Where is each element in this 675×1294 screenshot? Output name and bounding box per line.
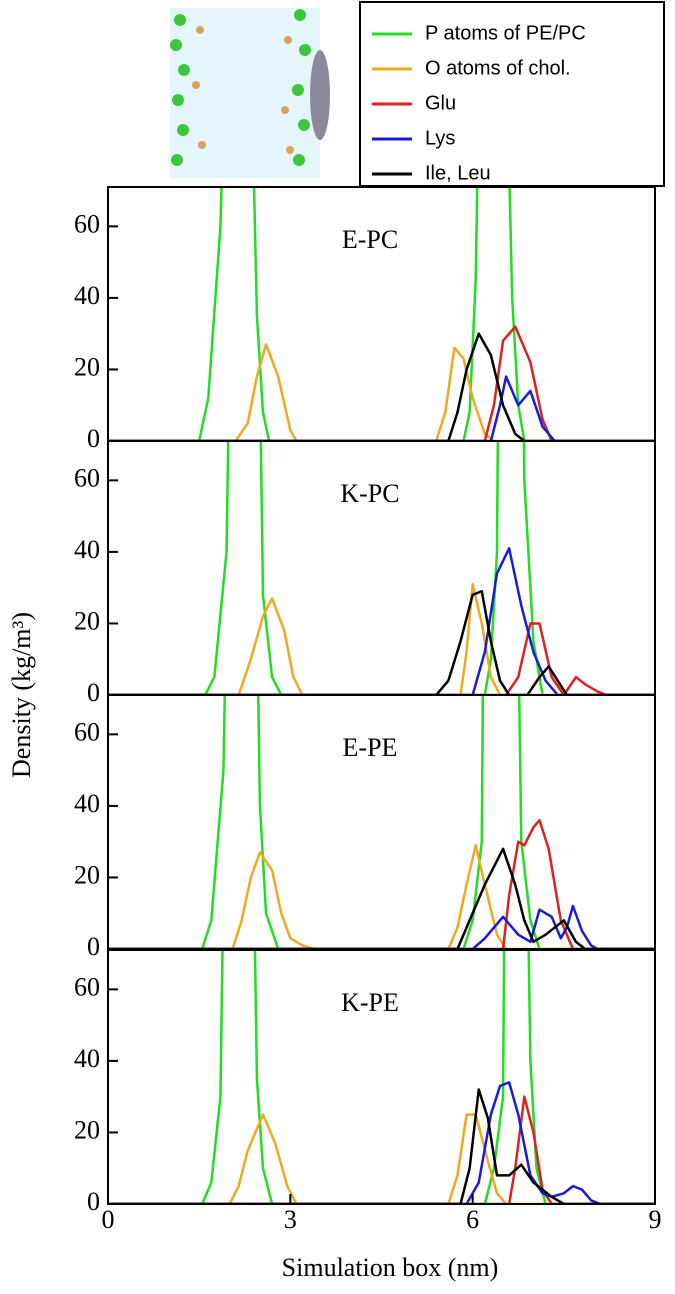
series-line xyxy=(108,1113,655,1204)
series-line xyxy=(108,1081,655,1204)
series-line xyxy=(108,904,655,949)
y-tick-label: 40 xyxy=(74,281,100,310)
x-tick-label: 3 xyxy=(284,1205,297,1234)
y-tick-label: 20 xyxy=(74,1115,100,1144)
plot-area xyxy=(108,695,655,949)
y-tick-label: 40 xyxy=(74,789,100,818)
series-line xyxy=(108,844,655,949)
panel-label: E-PE xyxy=(343,733,398,762)
x-axis-label: Simulation box (nm) xyxy=(282,1253,499,1282)
y-tick-label: 20 xyxy=(74,606,100,635)
panel-frame xyxy=(107,949,656,1205)
peptide xyxy=(310,50,330,140)
y-tick-label: 40 xyxy=(74,535,100,564)
plot-area xyxy=(108,187,655,441)
series-line xyxy=(108,818,655,949)
series-line xyxy=(108,847,655,949)
series-line xyxy=(108,547,655,695)
y-tick-label: 40 xyxy=(74,1044,100,1073)
panel-label: E-PC xyxy=(342,225,398,254)
legend-label: Ile, Leu xyxy=(425,162,491,184)
y-tick-label: 20 xyxy=(74,352,100,381)
plot-area xyxy=(108,950,655,1204)
panel-label: K-PE xyxy=(341,988,399,1017)
y-axis-label: Density (kg/m³) xyxy=(7,612,36,778)
x-tick-label: 9 xyxy=(649,1205,662,1234)
membrane-illustration xyxy=(170,8,330,178)
y-tick-label: 0 xyxy=(87,1187,100,1216)
panel-label: K-PC xyxy=(340,479,399,508)
x-tick-label: 6 xyxy=(466,1205,479,1234)
series-line xyxy=(108,441,655,695)
y-tick-label: 60 xyxy=(74,717,100,746)
series-line xyxy=(108,695,655,949)
series-line xyxy=(108,622,655,695)
series-line xyxy=(108,950,655,1204)
o-atoms xyxy=(192,26,294,154)
series-line xyxy=(108,1088,655,1204)
y-tick-label: 60 xyxy=(74,972,100,1001)
series-line xyxy=(108,582,655,695)
series-line xyxy=(108,590,655,695)
p-atoms xyxy=(170,9,311,166)
y-tick-label: 60 xyxy=(74,209,100,238)
series-line xyxy=(108,1095,655,1204)
plot-area xyxy=(108,441,655,695)
series-line xyxy=(108,187,655,441)
y-tick-label: 20 xyxy=(74,860,100,889)
x-tick-label: 0 xyxy=(102,1205,115,1234)
y-tick-label: 0 xyxy=(87,932,100,961)
series-line xyxy=(108,375,655,441)
y-tick-label: 60 xyxy=(74,463,100,492)
series-line xyxy=(108,332,655,441)
series-line xyxy=(108,325,655,441)
series-line xyxy=(108,343,655,441)
legend-label: O atoms of chol. xyxy=(425,57,571,79)
legend-label: Glu xyxy=(425,92,456,114)
y-tick-label: 0 xyxy=(87,678,100,707)
legend-label: P atoms of PE/PC xyxy=(425,22,586,44)
y-tick-label: 0 xyxy=(87,424,100,453)
legend-label: Lys xyxy=(425,127,455,149)
